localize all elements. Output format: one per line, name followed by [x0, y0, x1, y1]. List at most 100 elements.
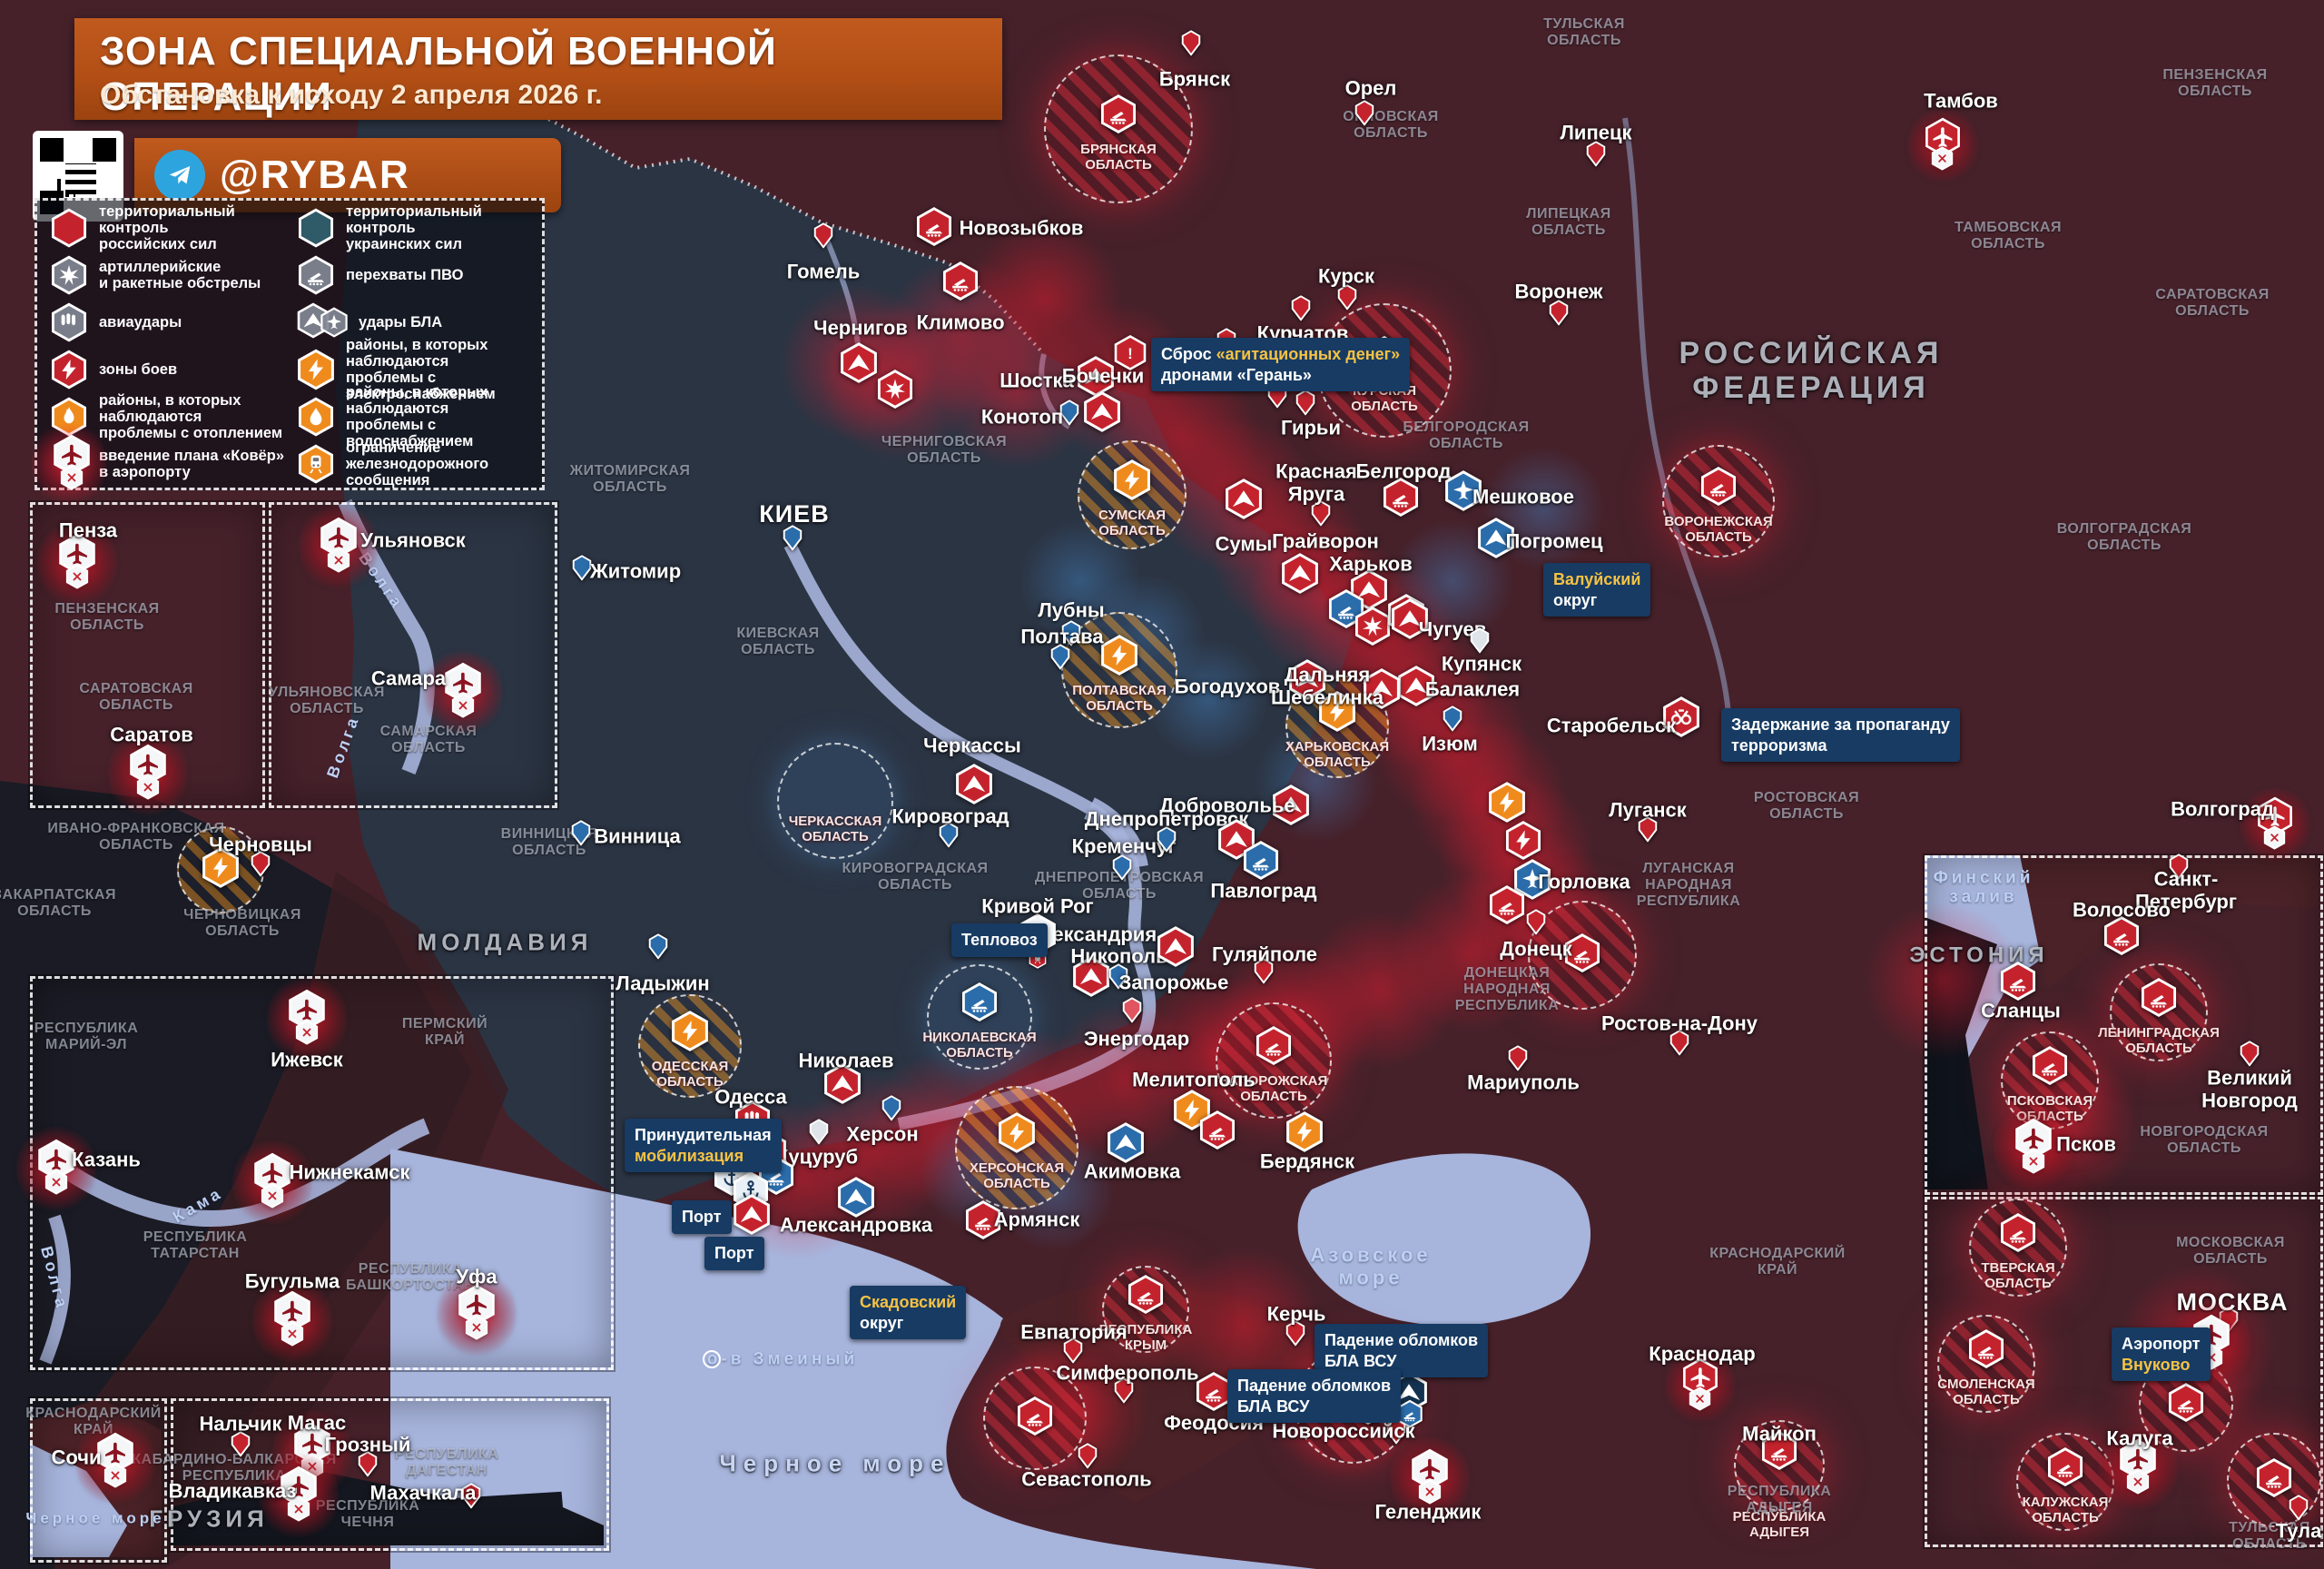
region-label: РЕСПУБЛИКА МАРИЙ-ЭЛ: [34, 1021, 139, 1052]
pinR-icon: [1336, 284, 1358, 314]
legend-item-label: введение плана «Ковёр» в аэропорту: [99, 447, 285, 480]
hcR-icon: [1660, 696, 1702, 743]
aaR-icon: [2030, 1046, 2070, 1090]
drR-icon: [822, 1063, 863, 1110]
drB-icon: [835, 1177, 877, 1223]
city-label-ульяновск: Ульяновск: [360, 528, 466, 552]
city-label-климово: Климово: [916, 311, 1005, 334]
aaR-icon: [2254, 1458, 2294, 1503]
city-label-изюм: Изюм: [1422, 732, 1478, 755]
region-label: КРАСНОДАРСКИЙ КРАЙ: [1709, 1246, 1846, 1278]
callout-skadovsk: Скадовский округ: [850, 1286, 967, 1339]
pinR-icon: [1507, 1045, 1529, 1075]
country-label: ГРУЗИЯ: [149, 1505, 269, 1533]
region-label: ПЕНЗЕНСКАЯ ОБЛАСТЬ: [2162, 67, 2268, 99]
pinR-icon: [1548, 300, 1570, 330]
city-label-бердянск: Бердянск: [1259, 1150, 1355, 1173]
pinR-icon: [1310, 500, 1332, 530]
city-label-казань: Казань: [72, 1148, 141, 1171]
pinR-icon: [230, 1431, 251, 1461]
region-label: ПЕРМСКИЙ КРАЙ: [401, 1016, 488, 1048]
pinR-icon: [1295, 390, 1316, 419]
callout-mobilization: Принудительная мобилизация: [625, 1119, 782, 1172]
city-label-нижнекамск: Нижнекамск: [289, 1160, 410, 1184]
pinR-icon: [1585, 141, 1607, 171]
city-label-уфа: Уфа: [456, 1265, 497, 1288]
jetB-icon: [1443, 470, 1484, 517]
pinR-icon: [1385, 1418, 1407, 1448]
pinR-icon: [460, 1483, 482, 1513]
city-label-дальняя: Дальняя Шебелинка: [1271, 663, 1384, 708]
inset-ulyanovsk-samara: [269, 502, 557, 808]
city-label-энергодар: Энергодар: [1083, 1027, 1190, 1051]
city-label-мариуполь: Мариуполь: [1467, 1071, 1580, 1094]
inset-sochi: [30, 1398, 167, 1563]
city-label-днепропетровск: Днепропетровск: [1084, 807, 1249, 831]
map-subtitle: Обстановка к исходу 2 апреля 2026 г.: [100, 80, 603, 110]
country-label: РОССИЙСКАЯ ФЕДЕРАЦИЯ: [1679, 335, 1944, 405]
aaR-icon: [914, 207, 954, 252]
city-label-гуляйполе: Гуляйполе: [1211, 942, 1318, 966]
city-label-киев: КИЕВ: [759, 499, 830, 528]
water-label: Азовское море: [1310, 1243, 1432, 1288]
callout-valuyskiy: Валуйский округ: [1543, 563, 1651, 617]
pinR-icon: [1253, 958, 1275, 988]
map-title: ЗОНА СПЕЦИАЛЬНОЙ ВОЕННОЙ ОПЕРАЦИИ: [100, 29, 777, 119]
callout-debris-novoross: Падение обломков БЛА ВСУ: [1227, 1369, 1402, 1423]
hex-grey-bombs: [48, 302, 90, 342]
pinR-icon: [1113, 1377, 1135, 1407]
pinB-icon: [1049, 644, 1071, 674]
pinW-icon: [808, 1119, 830, 1149]
city-label-погромец: Погромец: [1505, 529, 1603, 553]
city-label-санкт-петербург: Санкт-Петербург: [2134, 867, 2238, 913]
zone-label: ПОЛТАВСКАЯ ОБЛАСТЬ: [1072, 683, 1167, 714]
aaR-icon: [2139, 978, 2179, 1022]
pinR-icon: [812, 222, 834, 252]
pxW-icon: [1994, 1101, 2073, 1194]
callout-vnukovo: Аэропорт Внуково: [2112, 1327, 2211, 1381]
water-label: Черное море: [719, 1449, 951, 1477]
zone-label: БРЯНСКАЯ ОБЛАСТЬ: [1080, 142, 1157, 173]
zone-label: КАЛУЖСКАЯ ОБЛАСТЬ: [2022, 1495, 2109, 1525]
drR-icon: [953, 764, 995, 810]
ltO-icon: [1284, 1111, 1325, 1158]
pinB-icon: [1108, 963, 1129, 993]
legend-item: районы, в которых наблюдаются проблемы с…: [290, 337, 537, 403]
zone-circle-брянская: [1044, 54, 1193, 203]
aaR-icon: [1254, 1026, 1294, 1071]
region-label: РЕСПУБЛИКА ДАГЕСТАН: [394, 1446, 499, 1478]
pinR-icon: [1290, 295, 1312, 325]
city-label-новозыбков: Новозыбков: [959, 216, 1084, 240]
legend-item-label: артиллерийские и ракетные обстрелы: [99, 258, 261, 291]
region-label: ДНЕПРОПЕТРОВСКАЯ ОБЛАСТЬ: [1034, 870, 1205, 902]
city-label-луганск: Луганск: [1609, 798, 1687, 822]
water-label: Финский залив: [1933, 868, 2034, 907]
pxW-icon: [1390, 1432, 1470, 1525]
legend-panel: территориальный контроль российских сил …: [32, 198, 545, 510]
city-label-чернигов: Чернигов: [813, 316, 908, 340]
city-label-добровольье: Добровольье: [1159, 794, 1295, 817]
city-label-никополь: Никополь: [1070, 944, 1168, 968]
city-label-балаклея: Балаклея: [1424, 677, 1521, 701]
city-label-липецк: Липецк: [1560, 121, 1632, 144]
legend-item-label: авиаудары: [99, 313, 182, 331]
hex-grey-explosion: [48, 255, 90, 295]
drR-icon: [1155, 926, 1196, 972]
city-label-махачкала: Махачкала: [369, 1481, 477, 1505]
city-label-черновцы: Черновцы: [209, 833, 312, 856]
legend-item: районы, в которых наблюдаются проблемы с…: [290, 384, 537, 450]
aaR-icon: [1699, 467, 1738, 511]
pxW-icon: [267, 972, 347, 1065]
city-label-ижевск: Ижевск: [271, 1048, 343, 1071]
aaR-icon: [1966, 1329, 2006, 1374]
city-label-курск: Курск: [1317, 264, 1375, 288]
zone-label: ЛЕНИНГРАДСКАЯ ОБЛАСТЬ: [2098, 1025, 2220, 1056]
alR-icon: !: [1112, 335, 1148, 376]
city-label-нальчик: Нальчик: [199, 1412, 282, 1436]
legend-item: удары БЛА: [290, 302, 537, 342]
telegram-icon: [154, 150, 205, 201]
city-label-грозный: Грозный: [324, 1433, 411, 1456]
aaB-icon: [960, 982, 1000, 1027]
city-label-тамбов: Тамбов: [1924, 89, 1998, 113]
